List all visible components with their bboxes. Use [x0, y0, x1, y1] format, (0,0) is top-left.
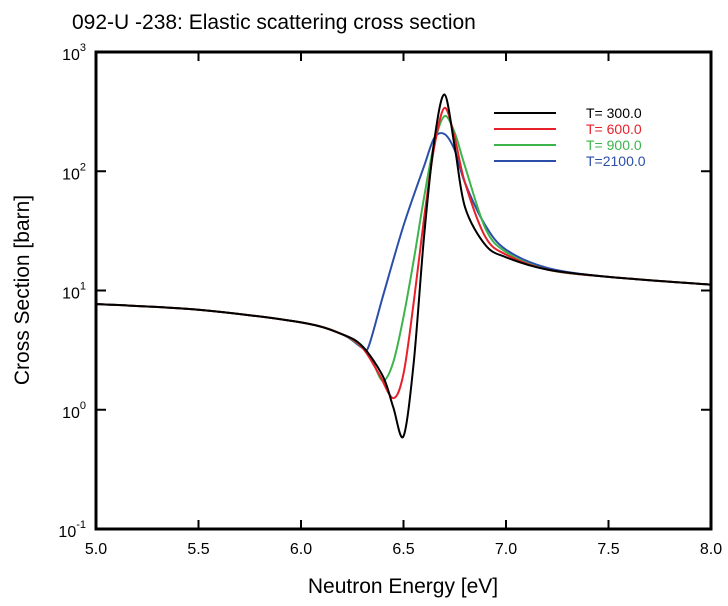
legend-label: T= 600.0 [586, 121, 642, 137]
legend-label: T=2100.0 [586, 153, 646, 169]
x-tick-label: 7.0 [495, 541, 517, 558]
x-tick-label: 6.5 [392, 541, 414, 558]
series-line [96, 93, 711, 439]
legend-label: T= 300.0 [586, 105, 642, 121]
y-axis-label: Cross Section [barn] [11, 195, 34, 385]
x-tick-label: 5.0 [85, 541, 107, 558]
x-tick-label: 7.5 [597, 541, 619, 558]
y-tick-label: 101 [62, 281, 86, 303]
y-tick-label: 102 [62, 161, 86, 183]
legend: T= 300.0T= 600.0T= 900.0T=2100.0 [494, 105, 646, 169]
y-tick-label: 103 [62, 42, 86, 64]
y-tick-label: 10-1 [58, 519, 86, 541]
x-axis-label: Neutron Energy [eV] [308, 575, 498, 598]
y-axis-ticks: 10-1 100 101 102 103 [58, 42, 711, 541]
chart-title: 092-U -238: Elastic scattering cross sec… [72, 11, 476, 34]
legend-label: T= 900.0 [586, 137, 642, 153]
x-tick-label: 8.0 [700, 541, 722, 558]
x-tick-label: 6.0 [290, 541, 312, 558]
x-axis-ticks: 5.0 5.5 6.0 6.5 7.0 7.5 8.0 [85, 52, 722, 558]
x-tick-label: 5.5 [187, 541, 209, 558]
y-tick-label: 100 [62, 400, 86, 422]
series-layer [96, 93, 711, 439]
